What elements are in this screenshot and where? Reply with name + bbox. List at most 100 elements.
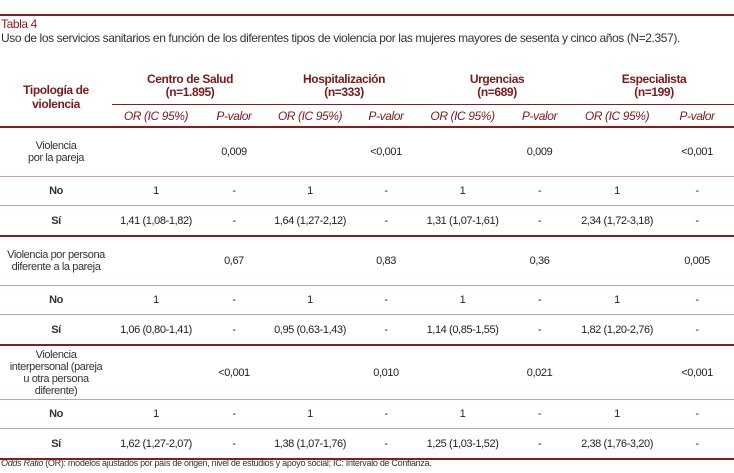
pvalue-cell: - <box>200 399 269 429</box>
pvalue-cell: - <box>505 314 575 346</box>
pvalue-cell: - <box>200 428 269 460</box>
or-cell <box>112 127 200 177</box>
table-title: Uso de los servicios sanitarios en funci… <box>1 31 680 45</box>
pvalue-cell: 0,36 <box>505 236 575 286</box>
or-cell: 1 <box>268 176 353 206</box>
pvalue-cell: 0,009 <box>200 127 269 177</box>
or-header: OR (IC 95%) <box>574 104 661 128</box>
pvalue-cell: - <box>200 285 269 315</box>
row-label-header: Tipología de violencia <box>0 68 112 128</box>
pvalue-cell: 0,010 <box>352 345 421 400</box>
or-cell <box>574 236 661 286</box>
or-cell <box>574 345 661 400</box>
or-cell: 1,64 (1,27-2,12) <box>268 205 353 237</box>
or-cell <box>420 236 506 286</box>
or-cell: 1,25 (1,03-1,52) <box>420 428 506 460</box>
or-cell: 1,14 (0,85-1,55) <box>420 314 506 346</box>
pvalue-cell: - <box>505 428 575 460</box>
or-cell: 1 <box>420 176 506 206</box>
pvalue-cell: <0,001 <box>200 345 269 400</box>
pvalue-cell: - <box>352 399 421 429</box>
pvalue-cell: - <box>352 428 421 460</box>
pvalue-cell: - <box>505 399 575 429</box>
pvalue-cell: 0,005 <box>660 236 734 286</box>
section-label: Violencia por persona diferente a la par… <box>0 236 112 286</box>
pvalue-cell: 0,67 <box>200 236 269 286</box>
section-row: Violencia por persona diferente a la par… <box>0 236 734 286</box>
or-cell: 1 <box>574 285 661 315</box>
row-label: Sí <box>0 205 112 237</box>
or-cell <box>574 127 661 177</box>
or-cell: 2,38 (1,76-3,20) <box>574 428 661 460</box>
pvalue-cell: - <box>660 176 734 206</box>
pvalue-cell: - <box>200 176 269 206</box>
table-row: Sí 1,06 (0,80-1,41) -0,95 (0,63-1,43) -1,14… <box>0 314 734 346</box>
section-row: Violencia interpersonal (pareja u otra p… <box>0 345 734 400</box>
or-cell: 1 <box>268 399 353 429</box>
data-table: Tipología de violencia Centro de Salud (n… <box>0 68 734 460</box>
pvalue-header: P-valor <box>352 104 421 128</box>
footnote: Odds Ratio (OR): modelos ajustados por p… <box>1 458 432 468</box>
pvalue-cell: - <box>660 285 734 315</box>
or-cell: 1 <box>420 285 506 315</box>
group-header: Centro de Salud (n=1.895) <box>112 68 269 105</box>
or-header: OR (IC 95%) <box>268 104 353 128</box>
or-cell <box>268 236 353 286</box>
table-row: No 1-1-1-1- <box>0 176 734 206</box>
pvalue-cell: 0,009 <box>505 127 575 177</box>
pvalue-cell: - <box>352 176 421 206</box>
or-header: OR (IC 95%) <box>112 104 200 128</box>
group-header: Especialista (n=199) <box>574 68 734 105</box>
table-row: Sí 1,41 (1,08-1,82) -1,64 (1,27-2,12) -1,31… <box>0 205 734 237</box>
or-cell: 1 <box>112 176 200 206</box>
or-cell: 1,82 (1,20-2,76) <box>574 314 661 346</box>
top-rule <box>0 14 734 16</box>
or-cell: 0,95 (0,63-1,43) <box>268 314 353 346</box>
pvalue-header: P-valor <box>200 104 269 128</box>
pvalue-cell: <0,001 <box>352 127 421 177</box>
or-cell <box>420 127 506 177</box>
pvalue-cell: - <box>352 314 421 346</box>
table-caption: Tabla 4 Uso de los servicios sanitarios … <box>1 17 680 45</box>
or-cell: 1,06 (0,80-1,41) <box>112 314 200 346</box>
pvalue-cell: <0,001 <box>660 127 734 177</box>
or-cell <box>268 345 353 400</box>
pvalue-cell: <0,001 <box>660 345 734 400</box>
or-cell: 1 <box>420 399 506 429</box>
pvalue-cell: - <box>505 285 575 315</box>
row-label: Sí <box>0 428 112 460</box>
table-label: Tabla 4 <box>1 17 37 31</box>
table-row: Sí 1,62 (1,27-2,07) -1,38 (1,07-1,76) -1,25… <box>0 428 734 460</box>
or-cell: 1 <box>574 399 661 429</box>
section-label: Violencia por la pareja <box>0 127 112 177</box>
section-row: Violencia por la pareja 0,009 <0,001 0,009 <… <box>0 127 734 177</box>
or-cell: 1 <box>112 399 200 429</box>
or-cell: 1 <box>574 176 661 206</box>
table-row: No 1-1-1-1- <box>0 285 734 315</box>
pvalue-cell: 0,83 <box>352 236 421 286</box>
or-cell <box>420 345 506 400</box>
or-cell: 1,62 (1,27-2,07) <box>112 428 200 460</box>
or-cell <box>112 345 200 400</box>
pvalue-cell: 0,021 <box>505 345 575 400</box>
or-cell: 1,38 (1,07-1,76) <box>268 428 353 460</box>
section-label: Violencia interpersonal (pareja u otra p… <box>0 345 112 400</box>
pvalue-cell: - <box>660 205 734 237</box>
pvalue-cell: - <box>660 428 734 460</box>
table-row: No 1-1-1-1- <box>0 399 734 429</box>
pvalue-header: P-valor <box>505 104 575 128</box>
pvalue-cell: - <box>200 205 269 237</box>
row-label: No <box>0 399 112 429</box>
or-cell: 2,34 (1,72-3,18) <box>574 205 661 237</box>
group-header: Hospitalización (n=333) <box>268 68 421 105</box>
pvalue-cell: - <box>505 176 575 206</box>
or-cell: 1 <box>268 285 353 315</box>
or-cell <box>268 127 353 177</box>
pvalue-cell: - <box>200 314 269 346</box>
row-label: Sí <box>0 314 112 346</box>
or-cell: 1,31 (1,07-1,61) <box>420 205 506 237</box>
pvalue-cell: - <box>505 205 575 237</box>
pvalue-header: P-valor <box>660 104 734 128</box>
row-label: No <box>0 285 112 315</box>
pvalue-cell: - <box>352 285 421 315</box>
